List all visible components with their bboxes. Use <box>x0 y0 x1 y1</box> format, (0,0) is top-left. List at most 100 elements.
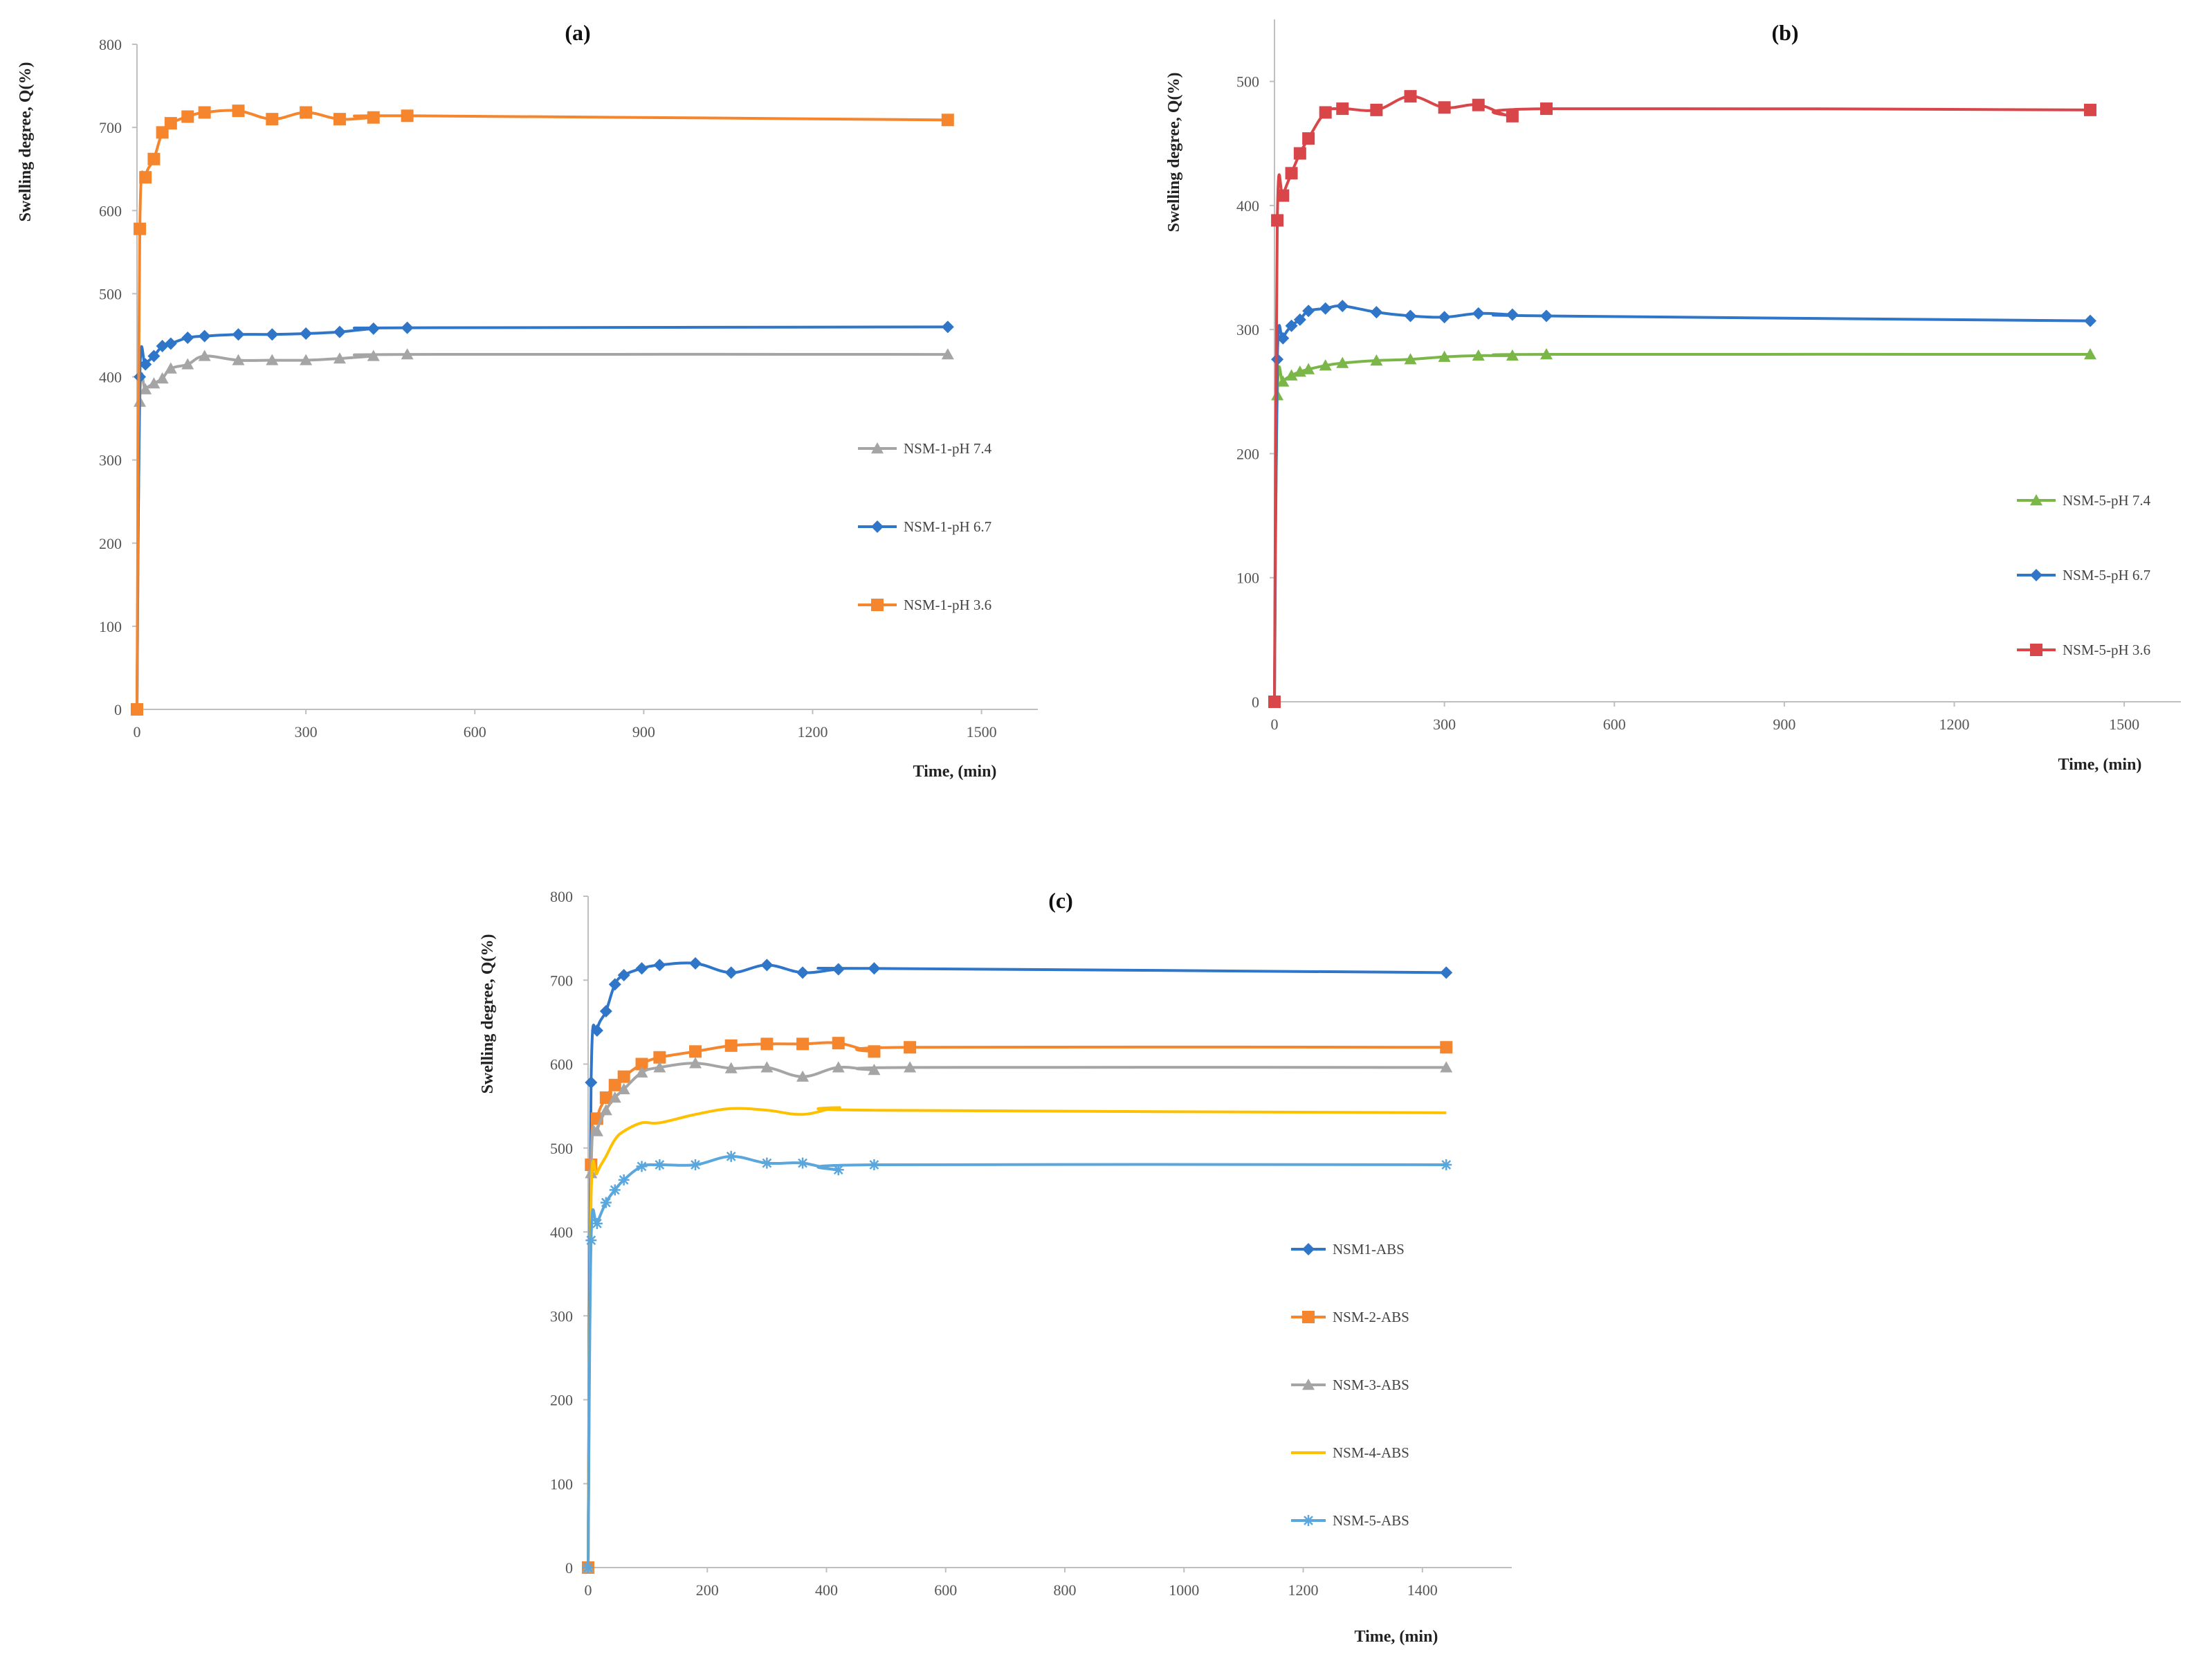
data-point <box>724 1062 738 1073</box>
data-point <box>1302 132 1315 145</box>
data-point <box>198 350 211 361</box>
data-point <box>1370 103 1383 116</box>
legend-marker <box>1302 1379 1315 1390</box>
legend-item: NSM-5-ABS <box>1291 1512 1409 1529</box>
data-point <box>1285 319 1298 332</box>
legend-label: NSM-5-pH 6.7 <box>2063 567 2150 583</box>
data-point <box>868 1045 881 1058</box>
data-point <box>300 327 313 341</box>
legend-marker <box>871 599 884 611</box>
data-point <box>164 337 177 350</box>
chart-a-title: (a) <box>565 20 590 45</box>
series-line <box>587 961 1447 1568</box>
data-point <box>1506 349 1519 361</box>
data-point <box>1319 359 1332 371</box>
data-point <box>147 152 161 165</box>
y-tick-label: 100 <box>99 618 122 635</box>
data-point <box>796 1037 810 1051</box>
series-NSM-5-pH-7.4 <box>1268 348 2096 707</box>
legend-item: NSM-1-pH 7.4 <box>858 440 992 457</box>
y-tick-label: 700 <box>99 119 122 136</box>
data-point <box>599 1104 612 1116</box>
data-point <box>367 111 380 124</box>
series-NSM-1-pH-6.7 <box>131 320 954 716</box>
series-line <box>587 1106 1447 1568</box>
data-point <box>832 963 845 976</box>
data-point <box>1440 966 1453 979</box>
series-line <box>1273 352 2091 702</box>
data-point <box>1438 101 1451 114</box>
data-point <box>653 1051 666 1064</box>
data-point <box>1438 311 1451 324</box>
legend-marker <box>1302 1311 1315 1323</box>
y-tick-label: 700 <box>550 972 573 989</box>
data-point <box>181 332 194 345</box>
y-tick-label: 200 <box>99 535 122 552</box>
data-point <box>654 1159 666 1170</box>
y-tick-label: 500 <box>550 1140 573 1157</box>
data-point <box>1540 348 1553 360</box>
data-point <box>1540 102 1553 116</box>
y-tick-label: 400 <box>99 369 122 386</box>
data-point <box>583 1562 594 1573</box>
x-tick-label: 1500 <box>967 723 997 741</box>
x-tick-label: 900 <box>1773 716 1795 733</box>
data-point <box>1293 147 1306 160</box>
chart-b: (b) Time, (min) Swelling degree, Q(%) 0 3… <box>1165 19 2181 774</box>
legend-item: NSM-5-pH 7.4 <box>2017 492 2151 509</box>
data-point <box>232 354 245 365</box>
data-point <box>600 1197 612 1208</box>
data-point <box>725 1150 737 1162</box>
data-point <box>401 109 414 122</box>
data-point <box>164 362 177 374</box>
y-tick-label: 300 <box>550 1307 573 1325</box>
x-tick-label: 1200 <box>798 723 828 741</box>
legend-label: NSM-2-ABS <box>1333 1309 1409 1325</box>
data-point <box>941 320 954 334</box>
series-NSM-4-ABS <box>587 1106 1447 1568</box>
data-point <box>796 966 810 979</box>
legend-item: NSM-2-ABS <box>1291 1309 1409 1325</box>
data-point <box>1285 167 1298 180</box>
data-point <box>367 322 380 335</box>
series-NSM1-ABS <box>582 957 1453 1574</box>
data-point <box>797 1157 809 1169</box>
data-point <box>1370 354 1383 366</box>
data-point <box>599 1091 612 1104</box>
data-point <box>1441 1159 1452 1170</box>
data-point <box>164 117 177 130</box>
data-point <box>724 1039 738 1052</box>
data-point <box>653 959 666 972</box>
y-tick-label: 400 <box>1236 197 1259 215</box>
legend-marker <box>2030 569 2042 581</box>
x-tick-label: 600 <box>1603 716 1626 733</box>
chart-b-ylabel: Swelling degree, Q(%) <box>1165 73 1183 233</box>
data-point <box>401 321 414 334</box>
legend-item: NSM1-ABS <box>1291 1241 1405 1258</box>
data-point <box>232 105 245 118</box>
y-tick-label: 0 <box>565 1559 573 1577</box>
data-point <box>1277 375 1290 387</box>
x-tick-label: 300 <box>295 723 318 741</box>
y-tick-label: 500 <box>99 285 122 302</box>
data-point <box>689 957 702 970</box>
data-point <box>760 1061 774 1073</box>
legend-item: NSM-1-pH 6.7 <box>858 518 991 535</box>
data-point <box>300 354 313 365</box>
data-point <box>635 1058 648 1071</box>
data-point <box>1440 1061 1453 1073</box>
data-point <box>868 1159 880 1170</box>
data-point <box>1472 349 1485 361</box>
series-line <box>587 1041 1447 1568</box>
series-NSM-1-pH-7.4 <box>131 348 954 715</box>
data-point <box>1268 696 1281 708</box>
y-tick-label: 600 <box>99 202 122 219</box>
data-point <box>724 966 738 979</box>
data-point <box>1438 350 1451 362</box>
data-point <box>585 1076 598 1089</box>
data-point <box>134 222 147 235</box>
legend-label: NSM-1-pH 7.4 <box>904 440 992 457</box>
data-point <box>760 1037 774 1051</box>
data-point <box>367 350 380 361</box>
